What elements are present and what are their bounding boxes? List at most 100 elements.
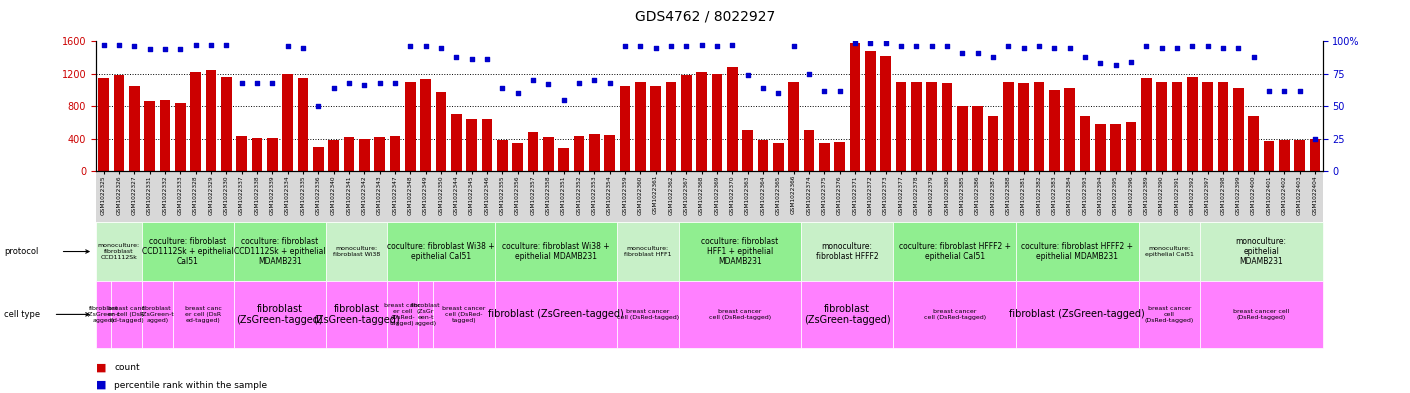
Bar [987, 116, 998, 171]
Bar [206, 70, 216, 171]
Point [553, 96, 575, 103]
Point [491, 85, 513, 91]
Point [522, 77, 544, 83]
Point [644, 44, 667, 51]
Bar [788, 82, 799, 171]
Bar [1034, 82, 1045, 171]
Bar [1065, 88, 1074, 171]
Point [950, 50, 973, 56]
Point [506, 90, 529, 96]
Bar [389, 136, 400, 171]
Point [966, 50, 988, 56]
Point [1242, 54, 1265, 60]
Text: breast cancer
cell (DsRed-tagged): breast cancer cell (DsRed-tagged) [709, 309, 771, 320]
Point [1135, 43, 1158, 50]
Bar [558, 148, 568, 171]
Point [568, 80, 591, 86]
Bar [467, 119, 477, 171]
Text: coculture: fibroblast HFFF2 +
epithelial MDAMB231: coculture: fibroblast HFFF2 + epithelial… [1021, 242, 1134, 261]
Bar [512, 143, 523, 171]
Text: ■: ■ [96, 380, 106, 390]
Point [337, 80, 360, 86]
Point [1227, 44, 1249, 51]
Point [582, 77, 605, 83]
Point [214, 42, 237, 48]
Point [783, 43, 805, 50]
Point [1196, 43, 1218, 50]
Point [323, 85, 345, 91]
Bar [1049, 90, 1059, 171]
Text: fibroblast
(ZsGreen-tagged): fibroblast (ZsGreen-tagged) [313, 304, 400, 325]
Bar [114, 75, 124, 171]
Point [169, 46, 192, 52]
Point [798, 70, 821, 77]
Bar [482, 119, 492, 171]
Text: fibroblast
(ZsGreen-t
agged): fibroblast (ZsGreen-t agged) [86, 306, 120, 323]
Bar [266, 138, 278, 171]
Bar [819, 143, 829, 171]
Point [736, 72, 759, 78]
Point [1151, 44, 1173, 51]
Bar [344, 137, 354, 171]
Bar [804, 130, 814, 171]
Bar [1263, 141, 1275, 171]
Point [1089, 60, 1111, 66]
Text: GDS4762 / 8022927: GDS4762 / 8022927 [634, 10, 776, 24]
Bar [190, 72, 200, 171]
Point [352, 82, 375, 88]
Text: breast cancer
cell (DsRed-
tagged): breast cancer cell (DsRed- tagged) [443, 306, 485, 323]
Bar [543, 137, 554, 171]
Point [1304, 135, 1327, 141]
Point [1273, 87, 1296, 94]
Point [598, 80, 620, 86]
Bar [1096, 124, 1105, 171]
Point [936, 43, 959, 50]
Bar [420, 79, 431, 171]
Bar [605, 135, 615, 171]
Bar [957, 106, 967, 171]
Point [1258, 87, 1280, 94]
Point [997, 43, 1019, 50]
Point [138, 46, 161, 52]
Text: monoculture:
epithelial Cal51: monoculture: epithelial Cal51 [1145, 246, 1194, 257]
Bar [144, 101, 155, 171]
Bar [895, 82, 907, 171]
Point [629, 43, 651, 50]
Point [752, 85, 774, 91]
Point [1104, 61, 1127, 68]
Point [691, 42, 713, 48]
Bar [1156, 82, 1167, 171]
Bar [99, 78, 109, 171]
Point [843, 39, 866, 46]
Bar [1080, 116, 1090, 171]
Text: monoculture:
fibroblast
CCD1112Sk: monoculture: fibroblast CCD1112Sk [97, 243, 140, 260]
Point [446, 54, 468, 60]
Point [1028, 43, 1050, 50]
Bar [742, 130, 753, 171]
Point [660, 43, 682, 50]
Point [1289, 87, 1311, 94]
Bar [436, 92, 446, 171]
Bar [619, 86, 630, 171]
Bar [329, 140, 338, 171]
Bar [1232, 88, 1244, 171]
Point [721, 42, 743, 48]
Bar [728, 67, 737, 171]
Text: fibroblast (ZsGreen-tagged): fibroblast (ZsGreen-tagged) [1010, 309, 1145, 320]
Point [1166, 44, 1189, 51]
Text: fibroblast
(ZsGreen-tagged): fibroblast (ZsGreen-tagged) [237, 304, 323, 325]
Point [261, 80, 283, 86]
Point [814, 87, 836, 94]
Point [107, 42, 130, 48]
Text: fibroblast
(ZsGreen-tagged): fibroblast (ZsGreen-tagged) [804, 304, 891, 325]
Bar [850, 43, 860, 171]
Bar [159, 99, 171, 171]
Text: coculture: fibroblast
CCD1112Sk + epithelial
MDAMB231: coculture: fibroblast CCD1112Sk + epithe… [234, 237, 326, 266]
Bar [1018, 83, 1029, 171]
Bar [1279, 140, 1290, 171]
Point [415, 43, 437, 50]
Bar [1187, 77, 1197, 171]
Point [1211, 44, 1234, 51]
Point [307, 103, 330, 109]
Bar [451, 114, 461, 171]
